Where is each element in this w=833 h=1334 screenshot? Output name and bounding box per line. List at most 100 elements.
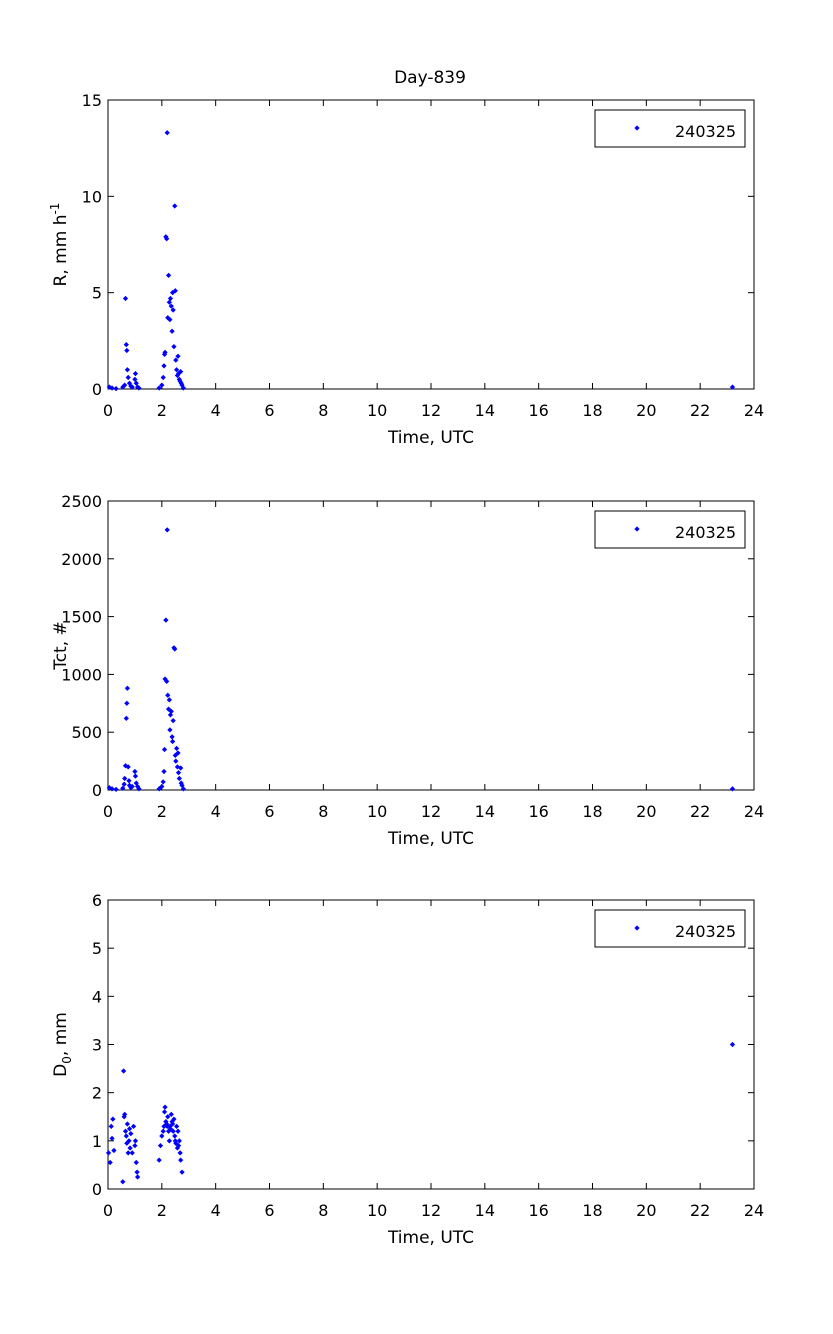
y-tick-label: 0 xyxy=(92,781,102,800)
x-tick-label: 10 xyxy=(367,401,387,420)
data-point xyxy=(160,779,166,785)
plot-area xyxy=(107,99,755,390)
data-point xyxy=(167,1126,174,1132)
y-axis-label-text: Tct, # xyxy=(51,621,71,671)
data-point xyxy=(120,1179,126,1185)
data-point xyxy=(176,1138,182,1144)
data-point xyxy=(122,382,128,388)
data-point xyxy=(124,700,130,706)
data-point xyxy=(164,236,170,242)
data-point xyxy=(133,1159,139,1166)
data-point xyxy=(174,745,180,752)
x-tick-label: 16 xyxy=(528,1201,548,1220)
data-point xyxy=(129,1150,135,1156)
x-tick-label: 20 xyxy=(636,1201,656,1220)
data-point xyxy=(126,1126,133,1132)
data-point xyxy=(162,1104,168,1110)
data-point xyxy=(180,786,186,792)
data-point xyxy=(156,385,162,391)
data-point xyxy=(125,764,131,770)
x-tick-label: 22 xyxy=(690,802,710,821)
y-axis-label: D0, mm xyxy=(51,1012,74,1077)
y-tick-label: 6 xyxy=(92,891,102,910)
data-point xyxy=(170,718,176,724)
y-tick-label: 5 xyxy=(92,284,102,303)
y-tick-label: 15 xyxy=(82,91,102,110)
x-tick-label: 14 xyxy=(475,401,495,420)
x-tick-label: 16 xyxy=(528,401,548,420)
data-point xyxy=(159,382,165,388)
legend-marker xyxy=(634,526,640,532)
x-tick-label: 8 xyxy=(318,1201,328,1220)
y-tick-label: 1 xyxy=(92,1132,102,1151)
data-point xyxy=(729,786,736,792)
series-240325 xyxy=(106,130,736,392)
data-point xyxy=(168,708,174,715)
data-point xyxy=(161,363,167,369)
data-point xyxy=(133,380,139,386)
y-tick-label: 0 xyxy=(92,1180,102,1199)
data-point xyxy=(172,288,178,294)
x-tick-label: 2 xyxy=(157,802,167,821)
x-tick-label: 22 xyxy=(690,1201,710,1220)
x-tick-label: 12 xyxy=(421,1201,441,1220)
data-point xyxy=(169,328,175,334)
data-point xyxy=(132,768,138,775)
plot-area xyxy=(107,500,755,791)
data-point xyxy=(156,786,162,792)
data-point xyxy=(178,765,184,771)
data-point xyxy=(124,367,131,373)
x-tick-label: 18 xyxy=(582,1201,602,1220)
data-point xyxy=(121,781,127,787)
x-tick-label: 12 xyxy=(421,401,441,420)
y-tick-label: 10 xyxy=(82,187,102,206)
data-point xyxy=(125,1150,131,1156)
data-point xyxy=(177,1150,183,1156)
y-tick-label: 2 xyxy=(92,1084,102,1103)
data-point xyxy=(176,775,182,782)
data-point xyxy=(122,295,129,302)
legend-marker xyxy=(634,925,640,931)
data-point xyxy=(129,783,135,790)
data-point xyxy=(109,385,115,391)
data-point xyxy=(165,272,172,278)
data-point xyxy=(164,130,170,136)
y-axis-label-superscript: -1 xyxy=(48,203,62,215)
x-tick-label: 14 xyxy=(475,802,495,821)
legend: 240325 xyxy=(594,909,746,948)
data-point xyxy=(132,1138,139,1144)
data-point xyxy=(108,1123,114,1130)
data-point xyxy=(109,1135,115,1142)
y-tick-label: 500 xyxy=(71,723,102,742)
data-point xyxy=(166,1138,172,1144)
data-point xyxy=(132,773,139,779)
data-point xyxy=(729,1041,736,1048)
x-tick-label: 2 xyxy=(157,401,167,420)
y-tick-label: 1500 xyxy=(61,608,102,627)
data-point xyxy=(174,1123,180,1130)
data-point xyxy=(123,1133,129,1139)
x-tick-label: 14 xyxy=(475,1201,495,1220)
data-point xyxy=(126,1138,132,1144)
x-tick-label: 18 xyxy=(582,802,602,821)
data-point xyxy=(111,1147,117,1154)
x-tick-label: 4 xyxy=(211,1201,221,1220)
data-point xyxy=(178,1157,184,1163)
data-point xyxy=(125,374,131,381)
data-point xyxy=(132,1143,138,1149)
data-point xyxy=(120,785,126,791)
x-tick-label: 20 xyxy=(636,401,656,420)
data-point xyxy=(179,1169,185,1175)
data-point xyxy=(169,738,176,745)
data-point xyxy=(174,367,180,373)
x-tick-label: 24 xyxy=(744,1201,764,1220)
legend-box xyxy=(594,109,746,148)
data-point xyxy=(132,370,139,377)
data-point xyxy=(157,1143,164,1149)
data-point xyxy=(134,1174,141,1180)
x-tick-label: 10 xyxy=(367,802,387,821)
data-point xyxy=(123,342,129,348)
series-240325 xyxy=(106,527,736,793)
data-point xyxy=(170,1128,176,1134)
